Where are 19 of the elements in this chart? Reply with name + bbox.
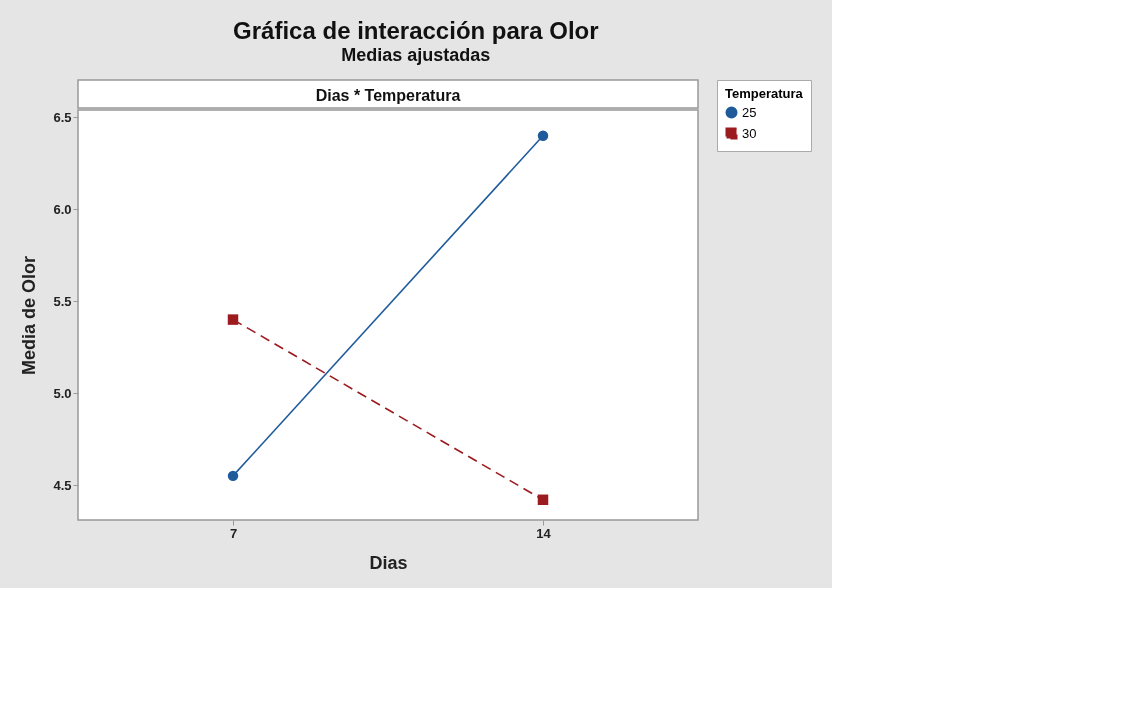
x-tick-label: 14 [536, 525, 552, 541]
x-tick-label: 7 [229, 525, 238, 541]
y-tick-label: 6.0 [53, 201, 72, 217]
legend-label: 30 [742, 125, 757, 141]
point [227, 314, 239, 325]
legend-label: 25 [742, 104, 757, 120]
point [537, 130, 549, 141]
y-tick-label: 5.5 [53, 293, 72, 309]
y-tick-label: 6.5 [53, 109, 72, 125]
y-axis-title: Media de Olor [19, 255, 40, 376]
chart-subtitle: Medias ajustadas [341, 45, 491, 66]
y-tick-label: 4.5 [53, 477, 72, 493]
legend-title: Temperatura [725, 86, 804, 101]
chart-title: Gráfica de interacción para Olor [233, 17, 599, 45]
text: Dias * Temperatura [315, 87, 461, 104]
y-tick-label: 5.0 [53, 385, 72, 401]
point [537, 494, 549, 506]
x-axis-title: Dias [369, 552, 408, 573]
point [227, 470, 239, 482]
